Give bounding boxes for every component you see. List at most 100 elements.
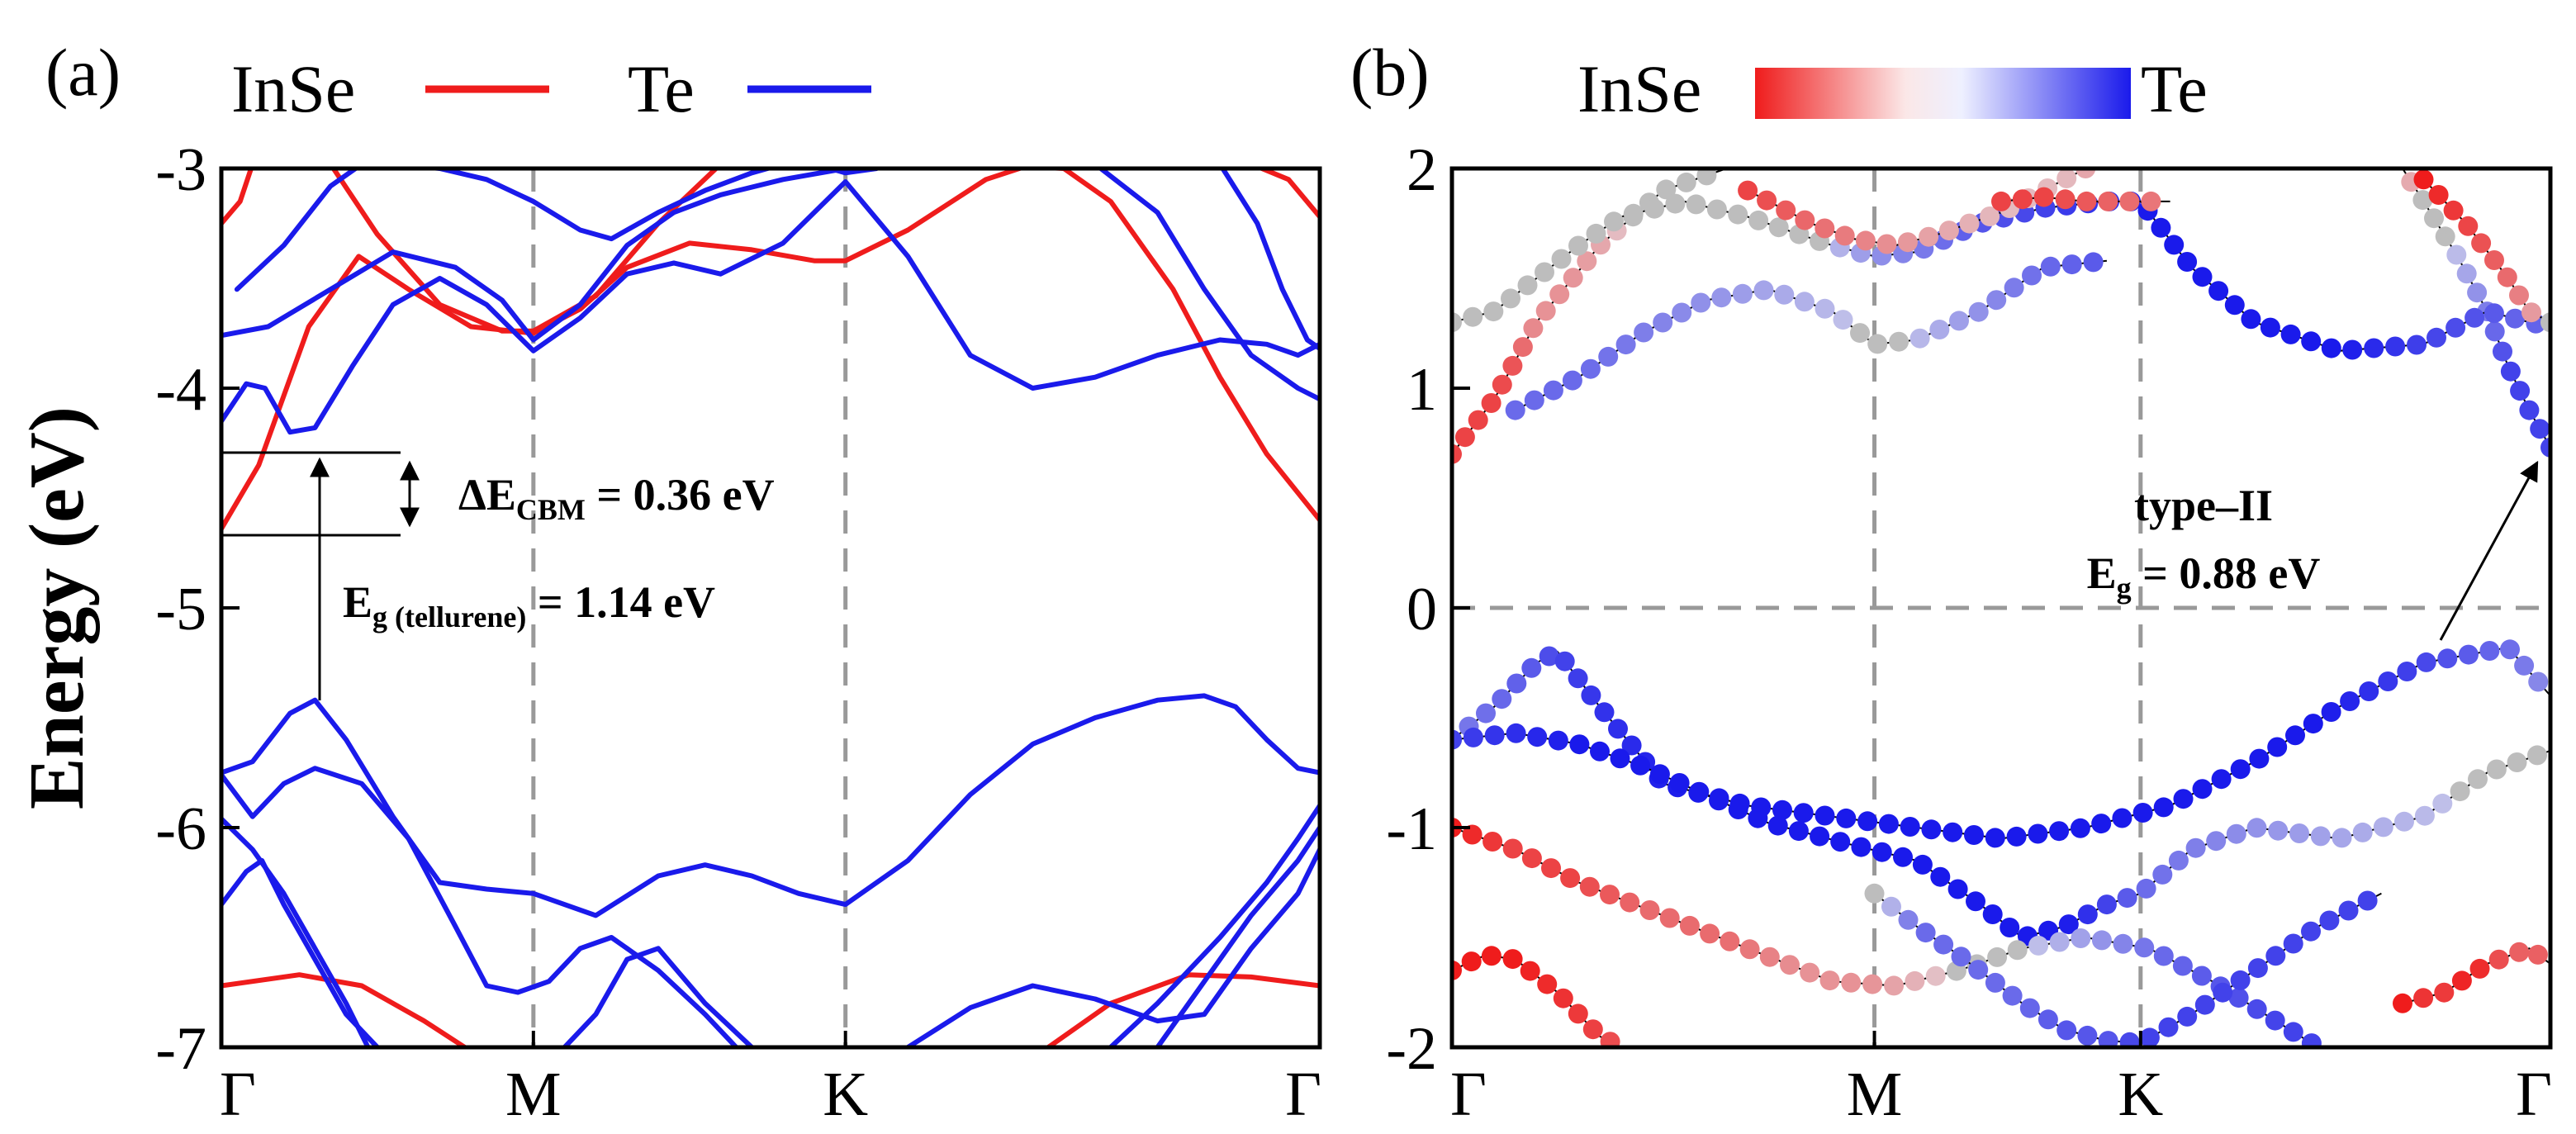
- band-point: [1524, 390, 1544, 410]
- band-point: [2357, 890, 2378, 911]
- band-line: [330, 168, 720, 334]
- band-point: [1851, 837, 1872, 857]
- band-point: [2098, 191, 2118, 211]
- band-point: [1481, 393, 1501, 413]
- band-point: [1897, 232, 1918, 253]
- band-point: [1600, 885, 1620, 905]
- band-point: [1551, 249, 1572, 269]
- band-point: [1748, 808, 1768, 828]
- delta-main: ΔE: [458, 470, 516, 520]
- band-point: [1502, 355, 1523, 376]
- band-point: [1834, 225, 1855, 246]
- band-point: [2500, 639, 2520, 660]
- band-point: [2177, 252, 2198, 272]
- band-point: [2378, 671, 2398, 691]
- band-point: [1949, 311, 1969, 331]
- band-point: [1753, 280, 1774, 301]
- band-point: [1452, 729, 1462, 750]
- band-point: [1527, 727, 1548, 747]
- type-ii-label: type–II: [2134, 481, 2273, 530]
- band-point: [2437, 648, 2458, 669]
- band-point: [2458, 216, 2479, 236]
- band-point: [1672, 302, 1692, 323]
- band-point: [1502, 838, 1523, 859]
- band-point: [2134, 937, 2155, 958]
- band-point: [2303, 714, 2323, 734]
- band-point: [1452, 960, 1462, 980]
- band-point: [1535, 301, 1556, 321]
- band-point: [2265, 946, 2286, 966]
- band-point: [2301, 921, 2321, 942]
- band-point: [1794, 292, 1815, 312]
- y-axis-label: Energy (eV): [14, 406, 100, 809]
- band-point: [2185, 837, 2206, 858]
- band-point: [2246, 818, 2267, 838]
- band-point: [1621, 735, 1642, 756]
- band-point: [2091, 814, 2112, 834]
- colorbar-left-label: InSe: [1577, 51, 1701, 126]
- band-point: [1492, 689, 1512, 709]
- band-point: [2077, 1025, 2098, 1046]
- band-point: [2249, 748, 2270, 769]
- band-point: [2340, 691, 2360, 711]
- band-point: [2493, 341, 2512, 362]
- band-point: [1676, 172, 1696, 192]
- band-point: [1598, 346, 1619, 367]
- band-point: [2393, 993, 2412, 1013]
- band-point: [1951, 947, 1971, 967]
- band-point: [2310, 826, 2331, 847]
- band-point: [1476, 703, 1496, 724]
- band-point: [2416, 652, 2436, 672]
- band-point: [1748, 210, 1769, 230]
- colorbar-right-label: Te: [2141, 51, 2208, 126]
- y-tick-label: 0: [1407, 576, 1437, 643]
- band-line: [221, 766, 739, 1047]
- band-point: [2058, 914, 2079, 935]
- band-point: [2413, 169, 2434, 190]
- band-point: [2412, 190, 2433, 211]
- band-point: [2113, 933, 2133, 954]
- band-point: [1732, 283, 1753, 304]
- band-point: [2435, 226, 2455, 247]
- band-point: [1776, 200, 1796, 221]
- band-point: [2152, 864, 2173, 885]
- band-point: [1968, 301, 1989, 322]
- band-point: [2451, 970, 2472, 991]
- band-point: [1767, 815, 1788, 836]
- band-point: [1881, 896, 1901, 917]
- band-line: [1108, 803, 1320, 1047]
- band-point: [1768, 217, 1789, 238]
- band-line: [221, 972, 467, 1047]
- panel-b-y-ticks: 2 1 0 -1 -2: [1386, 136, 1470, 1083]
- band-point: [1543, 380, 1563, 401]
- band-point: [1943, 822, 1963, 842]
- band-point: [2119, 1032, 2140, 1047]
- band-point: [2173, 789, 2194, 809]
- band-point: [1523, 318, 1544, 339]
- band-point: [2246, 999, 2267, 1019]
- band-point: [2471, 233, 2492, 254]
- band-point: [1980, 206, 2000, 226]
- band-point: [2267, 737, 2288, 757]
- band-point: [2540, 312, 2550, 333]
- band-point: [2528, 671, 2549, 692]
- band-point: [2230, 759, 2251, 780]
- band-point: [2446, 244, 2467, 265]
- band-point: [1968, 960, 1989, 980]
- band-point: [1554, 651, 1575, 671]
- band-point: [1912, 854, 1933, 875]
- band-point: [1553, 988, 1573, 1008]
- band-point: [2019, 998, 2040, 1018]
- band-point: [2151, 217, 2171, 238]
- band-point: [2505, 308, 2526, 329]
- band-point: [1620, 892, 1640, 913]
- band-point: [1696, 168, 1717, 186]
- band-point: [2394, 811, 2414, 832]
- band-point: [2191, 966, 2212, 986]
- band-point: [1568, 235, 1588, 256]
- band-point: [1929, 320, 1950, 339]
- band-point: [2465, 307, 2485, 328]
- x-tick-label: Γ: [1450, 1060, 1487, 1129]
- band-point: [2091, 930, 2112, 951]
- band-line: [562, 946, 755, 1047]
